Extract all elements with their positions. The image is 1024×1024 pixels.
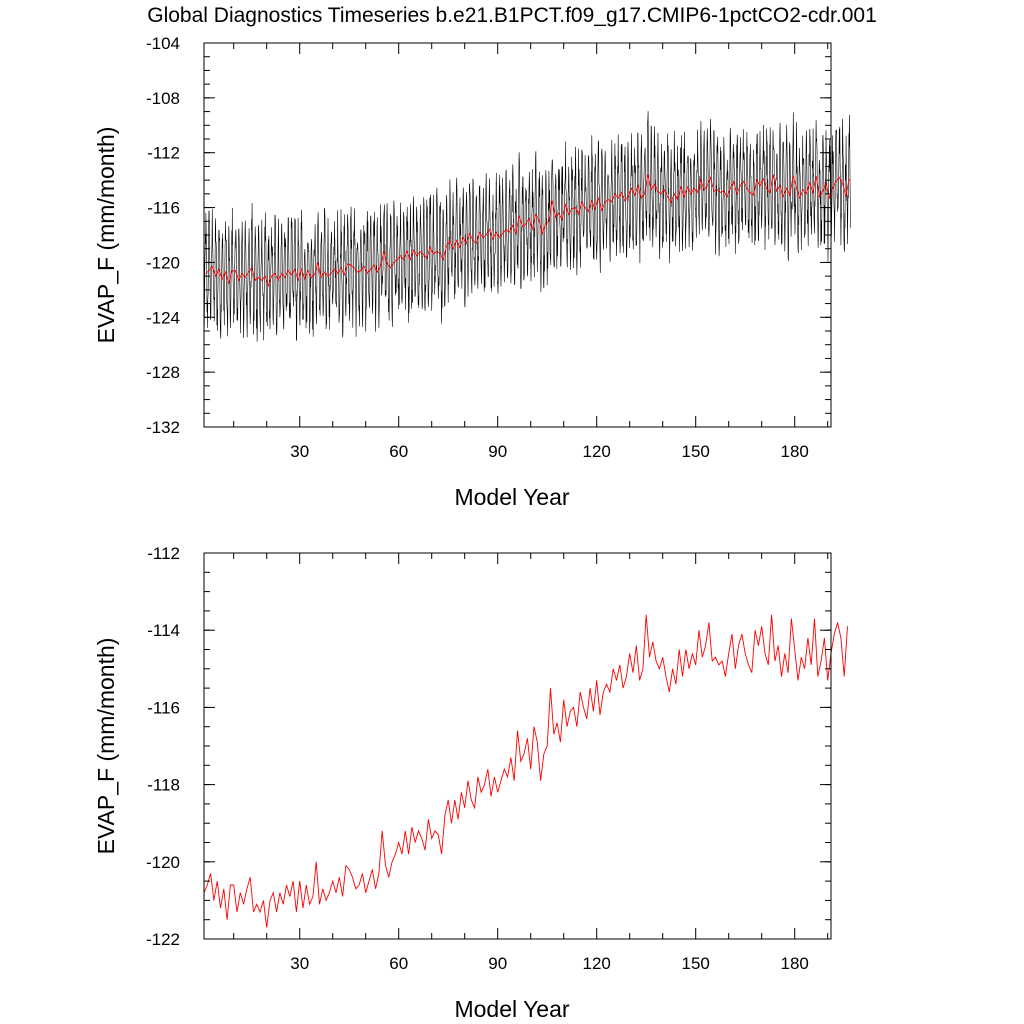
bottom-ticks: 30 60 90 120 150 180 -122 -120 -118 -116 -114 -112 [146, 544, 831, 973]
top-y-tick-label: -128 [146, 363, 180, 382]
top-monthly-line [203, 111, 851, 342]
bottom-y-axis-label: EVAP_F (mm/month) [93, 638, 119, 855]
top-y-tick-label: -104 [146, 34, 180, 53]
bottom-x-tick-label: 90 [488, 954, 507, 973]
top-y-tick-label: -124 [146, 308, 180, 327]
top-y-axis-label: EVAP_F (mm/month) [93, 127, 119, 344]
bottom-x-tick-label: 30 [290, 954, 309, 973]
bottom-x-tick-label: 60 [389, 954, 408, 973]
top-x-tick-label: 90 [488, 442, 507, 461]
bottom-y-tick-label: -120 [146, 853, 180, 872]
figure-title: Global Diagnostics Timeseries b.e21.B1PC… [147, 4, 877, 27]
top-y-tick-label: -132 [146, 418, 180, 437]
top-y-tick-label: -120 [146, 253, 180, 272]
bottom-y-tick-label: -112 [147, 544, 180, 563]
top-x-tick-label: 120 [583, 442, 611, 461]
bottom-y-tick-label: -114 [147, 621, 180, 640]
bottom-annual-line [203, 614, 848, 928]
top-ticks: 30 60 90 120 150 180 -132 -128 -124 -120 -116 -112 -… [146, 34, 831, 461]
bottom-annual-series [203, 614, 848, 928]
top-x-tick-label: 180 [781, 442, 809, 461]
top-y-tick-label: -116 [147, 199, 180, 218]
top-panel: 30 60 90 120 150 180 -132 -128 -124 -120 -116 -112 -… [93, 34, 851, 510]
bottom-x-tick-label: 120 [583, 954, 611, 973]
top-x-tick-label: 150 [682, 442, 710, 461]
top-annual-series [205, 174, 850, 288]
top-y-tick-label: -108 [146, 89, 180, 108]
bottom-panel: 30 60 90 120 150 180-122-120-118-116-114-112 … [93, 544, 848, 1022]
bottom-x-tick-label: 180 [781, 954, 809, 973]
top-x-tick-label: 30 [290, 442, 309, 461]
bottom-plot-frame [203, 552, 832, 940]
bottom-x-axis-label: Model Year [454, 996, 569, 1022]
bottom-y-tick-label: -116 [147, 698, 180, 717]
top-monthly-series [203, 111, 851, 342]
top-x-axis-label: Model Year [454, 484, 569, 510]
bottom-x-tick-label: 150 [682, 954, 710, 973]
top-x-tick-label: 60 [389, 442, 408, 461]
top-annual-line [205, 174, 850, 288]
top-y-tick-label: -112 [147, 144, 180, 163]
bottom-y-tick-label: -118 [147, 776, 180, 795]
bottom-y-tick-label: -122 [146, 930, 180, 949]
